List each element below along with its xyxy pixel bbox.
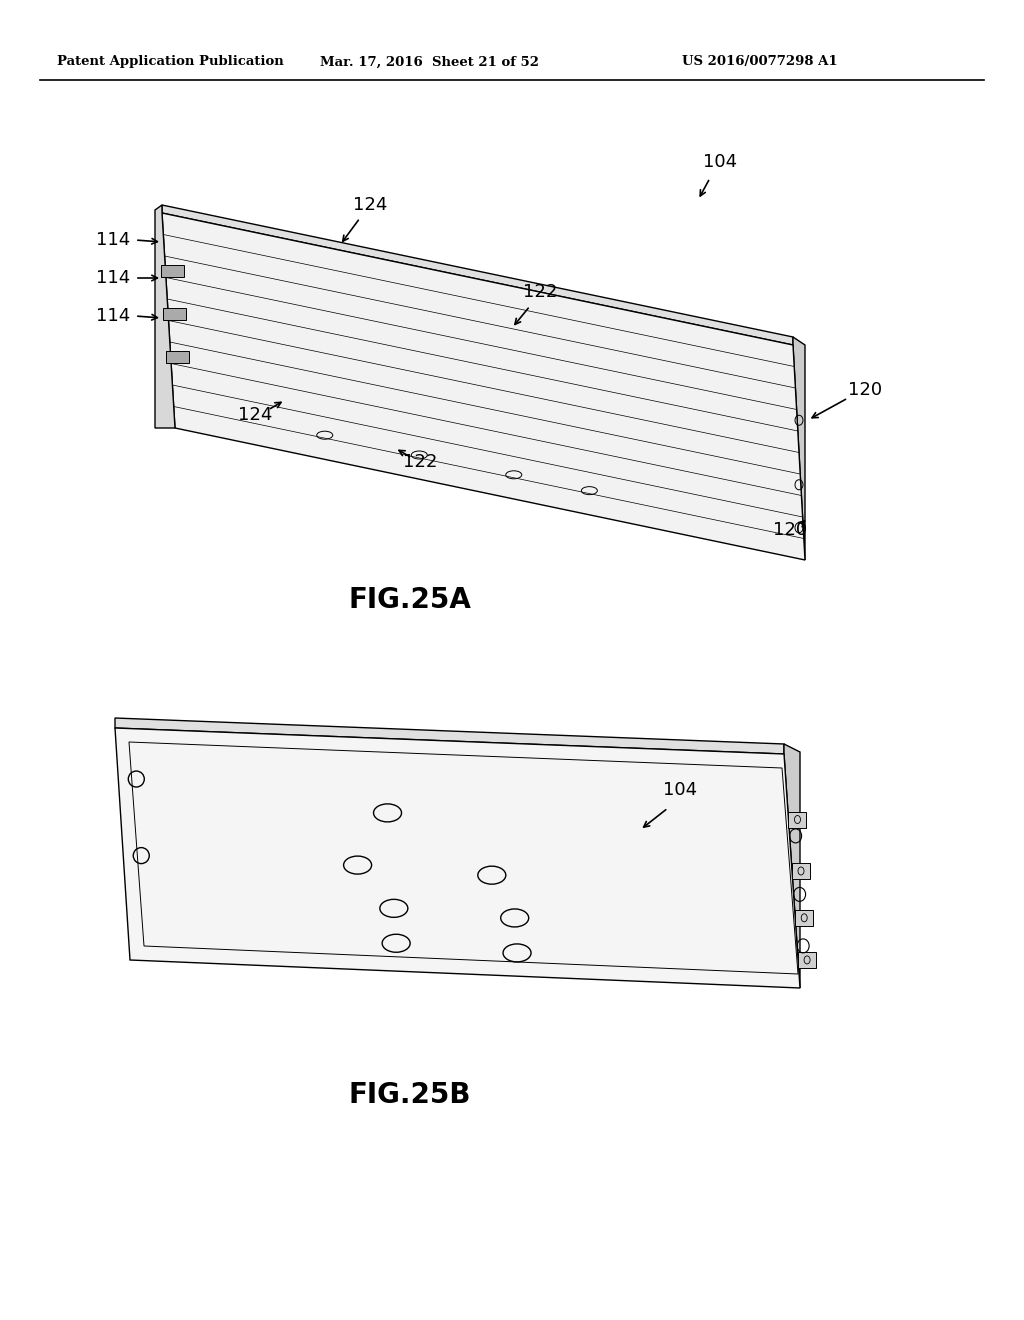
Text: 120: 120 — [773, 521, 807, 539]
Text: FIG.25A: FIG.25A — [348, 586, 471, 614]
Text: 122: 122 — [402, 453, 437, 471]
Polygon shape — [162, 213, 805, 560]
Polygon shape — [792, 863, 810, 879]
Text: 124: 124 — [353, 195, 387, 214]
Text: FIG.25B: FIG.25B — [349, 1081, 471, 1109]
Polygon shape — [163, 308, 186, 319]
Polygon shape — [155, 205, 175, 428]
Polygon shape — [796, 909, 813, 925]
Text: Patent Application Publication: Patent Application Publication — [56, 55, 284, 69]
Text: US 2016/0077298 A1: US 2016/0077298 A1 — [682, 55, 838, 69]
Polygon shape — [115, 718, 784, 754]
Text: 104: 104 — [702, 153, 737, 172]
Text: 114: 114 — [96, 308, 130, 325]
Text: Mar. 17, 2016  Sheet 21 of 52: Mar. 17, 2016 Sheet 21 of 52 — [321, 55, 540, 69]
Text: 114: 114 — [96, 231, 130, 249]
Text: 122: 122 — [523, 282, 557, 301]
Polygon shape — [162, 205, 793, 345]
Polygon shape — [115, 729, 800, 987]
Polygon shape — [161, 265, 183, 277]
Polygon shape — [788, 812, 807, 828]
Text: 104: 104 — [663, 781, 697, 799]
Text: 124: 124 — [238, 407, 272, 424]
Text: 114: 114 — [96, 269, 130, 286]
Polygon shape — [798, 952, 816, 968]
Text: 120: 120 — [848, 381, 882, 399]
Polygon shape — [784, 744, 800, 987]
Polygon shape — [166, 351, 188, 363]
Polygon shape — [793, 337, 805, 560]
